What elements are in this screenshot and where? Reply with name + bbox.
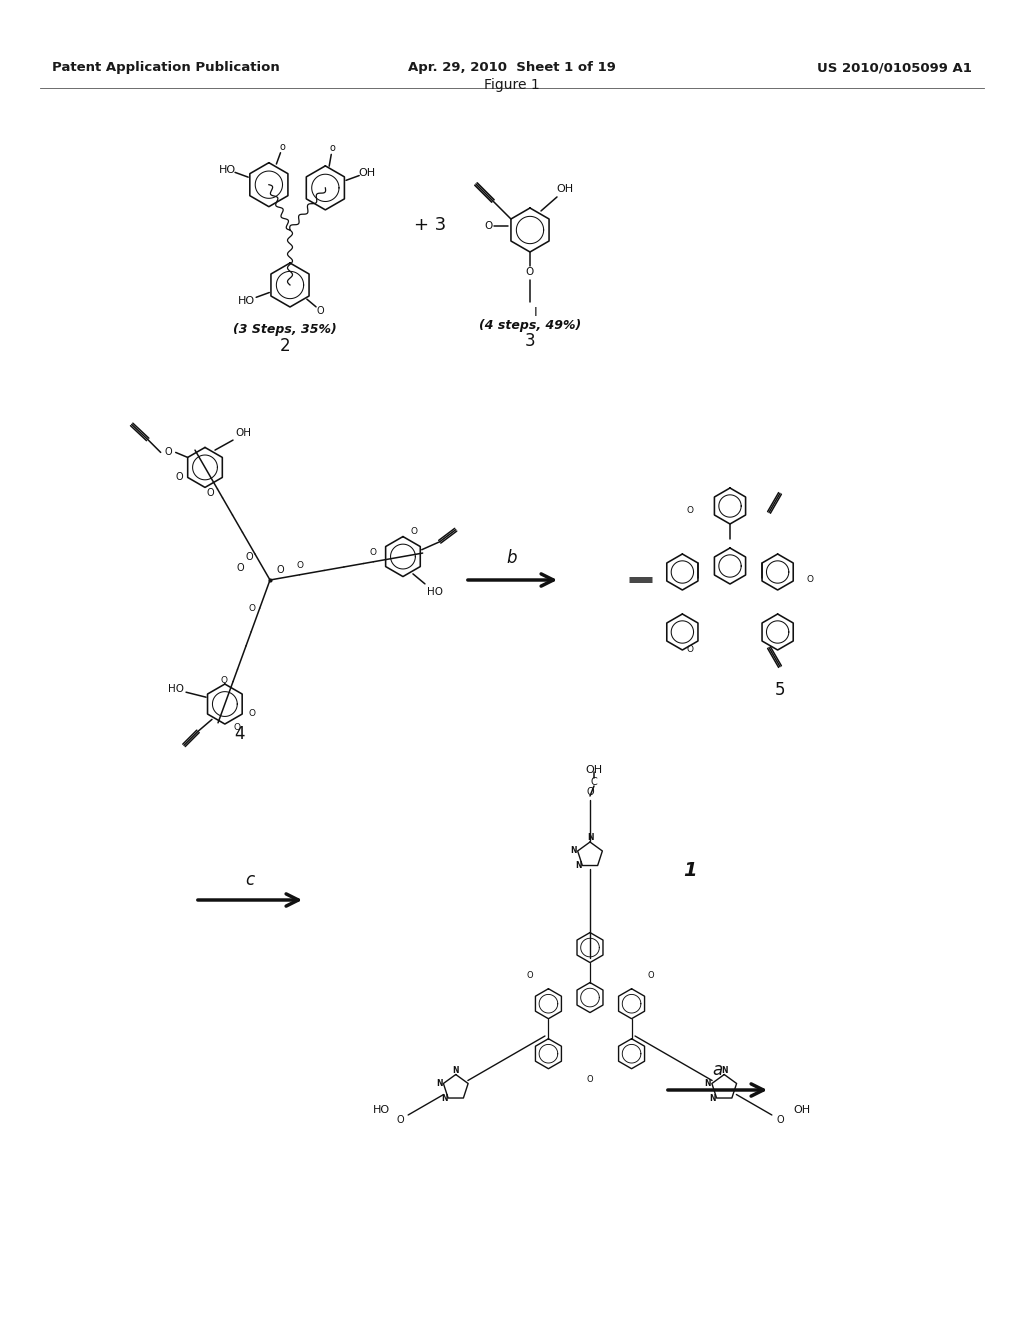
Text: Apr. 29, 2010  Sheet 1 of 19: Apr. 29, 2010 Sheet 1 of 19: [408, 62, 616, 74]
Text: US 2010/0105099 A1: US 2010/0105099 A1: [817, 62, 972, 74]
Text: N: N: [721, 1067, 727, 1074]
Text: O: O: [807, 576, 813, 585]
Text: N: N: [570, 846, 577, 855]
Text: O: O: [176, 473, 183, 482]
Text: + 3: + 3: [414, 216, 446, 234]
Text: HO: HO: [168, 684, 184, 694]
Text: N: N: [453, 1067, 459, 1074]
Text: O: O: [586, 787, 594, 797]
Text: O: O: [526, 970, 532, 979]
Text: C: C: [591, 777, 597, 787]
Text: 3: 3: [524, 333, 536, 350]
Text: HO: HO: [373, 1105, 390, 1115]
Text: OH: OH: [556, 183, 573, 194]
Text: N: N: [441, 1093, 447, 1102]
Text: N: N: [436, 1078, 442, 1088]
Text: 1: 1: [683, 861, 696, 879]
Text: Patent Application Publication: Patent Application Publication: [52, 62, 280, 74]
Text: O: O: [776, 1115, 783, 1125]
Text: O: O: [248, 603, 255, 612]
Text: O: O: [165, 447, 172, 458]
Text: OH: OH: [794, 1105, 811, 1115]
Text: I: I: [535, 305, 538, 318]
Text: b: b: [507, 549, 517, 568]
Text: O: O: [396, 1115, 403, 1125]
Text: OH: OH: [358, 168, 375, 178]
Text: (3 Steps, 35%): (3 Steps, 35%): [233, 323, 337, 337]
Text: N: N: [710, 1093, 716, 1102]
Text: o: o: [330, 144, 335, 153]
Text: O: O: [220, 676, 227, 685]
Text: (4 steps, 49%): (4 steps, 49%): [479, 318, 582, 331]
Text: O: O: [276, 565, 284, 576]
Text: 5: 5: [775, 681, 785, 700]
Text: a: a: [712, 1061, 722, 1078]
Text: N: N: [705, 1078, 711, 1088]
Text: O: O: [296, 561, 303, 570]
Text: HO: HO: [239, 296, 255, 306]
Text: N: N: [575, 861, 582, 870]
Text: Figure 1: Figure 1: [484, 78, 540, 92]
Text: O: O: [237, 564, 244, 573]
Text: O: O: [207, 488, 214, 498]
Text: O: O: [484, 222, 493, 231]
Text: OH: OH: [586, 766, 602, 775]
Text: c: c: [246, 871, 255, 888]
Text: O: O: [526, 267, 535, 277]
Text: O: O: [233, 723, 241, 733]
Text: HO: HO: [219, 165, 237, 174]
Text: O: O: [647, 970, 654, 979]
Text: 2: 2: [280, 337, 291, 355]
Text: OH: OH: [234, 428, 251, 438]
Text: O: O: [316, 306, 325, 315]
Text: O: O: [587, 1076, 593, 1085]
Text: o: o: [280, 143, 286, 152]
Text: 4: 4: [234, 725, 245, 743]
Text: HO: HO: [427, 587, 443, 597]
Text: O: O: [411, 528, 418, 536]
Text: O: O: [370, 548, 377, 557]
Text: O: O: [686, 506, 693, 515]
Text: N: N: [587, 833, 593, 842]
Text: O: O: [248, 709, 255, 718]
Text: O: O: [246, 552, 254, 562]
Text: O: O: [686, 644, 693, 653]
